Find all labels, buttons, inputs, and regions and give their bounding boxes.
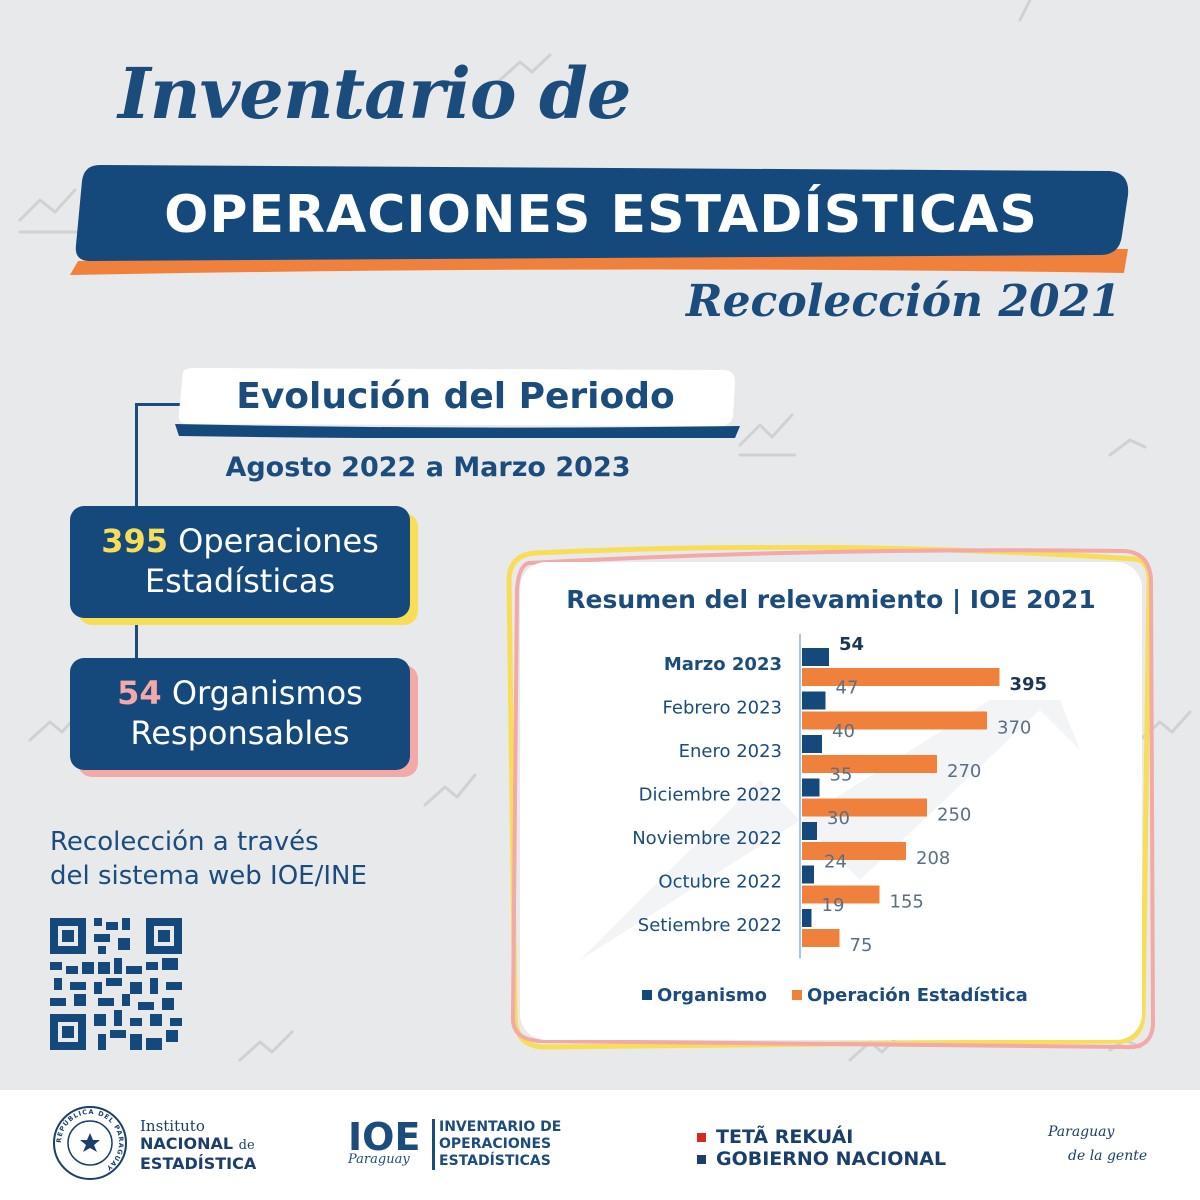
organismo-value-label: 40: [832, 721, 855, 742]
footer: [0, 1090, 1200, 1200]
operacion-value-label: 208: [916, 848, 950, 869]
legend-swatch-organismo: [642, 990, 652, 1000]
slogan-line1: Paraguay: [1048, 1124, 1115, 1140]
web-note-line1: Recolección a través: [50, 827, 319, 857]
gov-line2: GOBIERNO NACIONAL: [716, 1148, 947, 1170]
legend-label: Organismo: [657, 985, 767, 1006]
organismo-value-label: 19: [822, 895, 845, 916]
operacion-bar: [802, 711, 987, 730]
organismo-bar: [802, 691, 826, 710]
operacion-bar: [802, 755, 937, 773]
organismo-value-label: 54: [839, 634, 864, 655]
ioe-abbr: IOE: [348, 1115, 421, 1159]
organismo-bar: [802, 822, 817, 840]
category-label: Octubre 2022: [658, 872, 782, 893]
category-label: Noviembre 2022: [632, 828, 782, 849]
ioe-country: Paraguay: [348, 1152, 410, 1167]
organismo-bar: [802, 778, 820, 797]
red-square-icon: [697, 1133, 706, 1142]
operacion-bar: [802, 798, 927, 817]
operacion-value-label: 75: [850, 935, 873, 956]
slogan-line2: de la gente: [1068, 1148, 1148, 1164]
organismo-bar: [802, 648, 829, 666]
operacion-value-label: 395: [1010, 674, 1048, 695]
organismo-value-label: 30: [827, 808, 850, 829]
ioe-description: INVENTARIO DE OPERACIONES ESTADÍSTICAS: [432, 1119, 561, 1170]
web-note-line2: del sistema web IOE/INE: [50, 861, 367, 891]
card-decoration: [506, 545, 1155, 1050]
organismo-bar: [802, 865, 814, 884]
ine-line3: ESTADÍSTICA: [140, 1154, 257, 1173]
ine-line2: NACIONAL: [140, 1134, 234, 1153]
ioe-logo: IOE Paraguay: [348, 1118, 420, 1167]
organismos-label-2: Responsables: [130, 714, 350, 752]
ine-line1: Instituto: [140, 1117, 205, 1135]
category-label: Setiembre 2022: [638, 915, 782, 936]
bar-chart: Marzo 2023 54 395 Febrero 2023 47 370 Enero 20…: [580, 634, 1080, 1006]
category-label: Enero 2023: [679, 741, 782, 762]
legend-label: Operación Estadística: [807, 985, 1028, 1006]
slogan-logo: Paraguay de la gente: [1048, 1120, 1147, 1168]
gobierno-logo: TETÃ REKUÁI GOBIERNO NACIONAL: [697, 1126, 946, 1170]
main-title: Inventario de: [118, 52, 631, 135]
web-collection-note: Recolección a través del sistema web IOE…: [50, 825, 367, 893]
blue-square-icon: [697, 1155, 706, 1164]
category-label: Marzo 2023: [664, 654, 782, 675]
category-label: Diciembre 2022: [639, 785, 782, 806]
qr-code[interactable]: [50, 918, 182, 1050]
period-range: Agosto 2022 a Marzo 2023: [225, 452, 631, 483]
ioe-desc-line2: OPERACIONES: [439, 1136, 552, 1152]
operacion-bar: [802, 929, 840, 947]
ioe-desc-line3: ESTADÍSTICAS: [439, 1153, 551, 1169]
banner-title: OPERACIONES ESTADÍSTICAS: [164, 185, 1038, 245]
operaciones-box: 395 Operaciones Estadísticas: [70, 506, 410, 618]
operaciones-label: Operaciones: [178, 522, 379, 560]
organismo-bar: [802, 735, 822, 753]
organismo-value-label: 24: [824, 852, 847, 873]
ine-logo: Instituto NACIONAL de ESTADÍSTICA: [140, 1117, 256, 1173]
operacion-value-label: 250: [937, 805, 971, 826]
gov-line1: TETÃ REKUÁI: [716, 1126, 854, 1148]
subtitle: Recolección 2021: [686, 276, 1121, 327]
ioe-desc-line1: INVENTARIO DE: [439, 1119, 562, 1135]
organismos-count: 54: [117, 674, 162, 712]
timeline-connector-top: [135, 403, 180, 406]
operaciones-label-2: Estadísticas: [144, 562, 336, 600]
organismo-value-label: 47: [836, 678, 859, 699]
period-box: [175, 368, 740, 438]
ine-line2-de: de: [238, 1138, 255, 1153]
operacion-bar: [802, 668, 1000, 686]
national-seal-icon: REPÚBLICA DEL PARAGUAY: [53, 1106, 127, 1180]
category-label: Febrero 2023: [663, 698, 783, 719]
operaciones-count: 395: [101, 522, 168, 560]
legend-swatch-operacion: [792, 990, 802, 1000]
chart-title: Resumen del relevamiento | IOE 2021: [566, 585, 1096, 614]
operacion-value-label: 370: [997, 718, 1031, 739]
operacion-bar: [802, 885, 880, 904]
organismo-bar: [802, 909, 812, 927]
organismos-box: 54 Organismos Responsables: [70, 658, 410, 770]
operacion-value-label: 155: [890, 892, 924, 913]
organismo-value-label: 35: [830, 765, 853, 786]
title-banner: [70, 165, 1129, 275]
period-title: Evolución del Periodo: [236, 376, 675, 417]
operacion-bar: [802, 842, 906, 860]
watermark-arrow: [580, 700, 1080, 960]
operacion-value-label: 270: [947, 761, 981, 782]
organismos-label: Organismos: [171, 674, 363, 712]
